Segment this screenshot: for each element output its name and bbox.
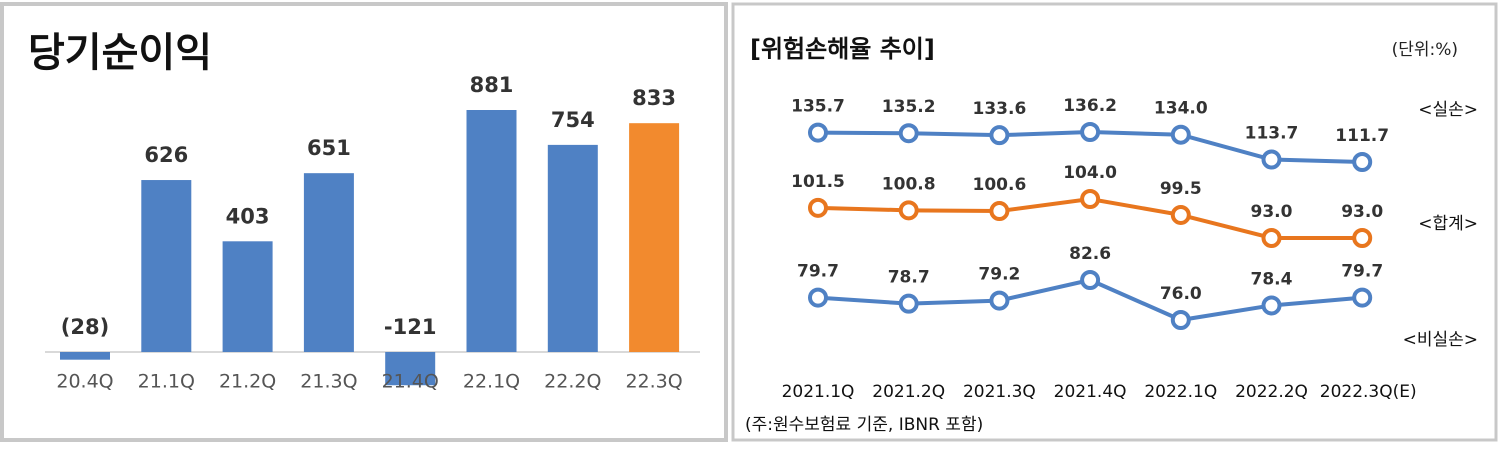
x-tick-label: 2021.1Q (782, 382, 855, 402)
value-label: 78.7 (888, 268, 930, 288)
value-label: 93.0 (1341, 202, 1383, 222)
point (1352, 152, 1373, 172)
line-title: [위험손해율 추이] (750, 35, 935, 63)
value-label: 135.2 (882, 97, 936, 117)
footnote: (주:원수보험료 기준, IBNR 포함) (745, 415, 983, 435)
point (898, 123, 919, 144)
bar (466, 110, 517, 352)
bar (303, 173, 354, 352)
value-label: 136.2 (1063, 96, 1117, 116)
value-label: 76.0 (1160, 284, 1202, 304)
value-label: 403 (226, 204, 270, 228)
point (1170, 124, 1191, 145)
point (989, 201, 1010, 222)
bar (222, 241, 273, 352)
value-label: 78.4 (1251, 269, 1293, 289)
legend-label: <합계> (1418, 214, 1478, 234)
value-label: 754 (551, 108, 595, 132)
point (808, 122, 828, 143)
right-panel (731, 2, 1498, 442)
point (1261, 149, 1282, 170)
point (989, 125, 1010, 146)
point (898, 293, 919, 314)
x-tick-label: 21.3Q (300, 371, 357, 393)
value-label: 79.7 (1341, 262, 1383, 282)
bar (141, 180, 192, 352)
x-tick-label: 20.4Q (56, 371, 113, 393)
x-tick-label: 2021.3Q (963, 382, 1036, 402)
point (1080, 122, 1101, 142)
point (1261, 295, 1282, 316)
value-label: 99.5 (1160, 179, 1202, 199)
point (1170, 310, 1191, 330)
left-panel (0, 2, 728, 442)
value-label: 651 (307, 136, 351, 160)
point (1352, 287, 1373, 308)
bar (60, 352, 110, 360)
value-label: 626 (144, 143, 188, 167)
value-label: 135.7 (791, 97, 845, 117)
value-label: 133.6 (973, 99, 1027, 119)
value-label: 104.0 (1063, 163, 1117, 183)
value-label: 881 (470, 73, 514, 97)
value-label: 101.5 (791, 172, 845, 192)
point (808, 197, 828, 218)
value-label: 111.7 (1335, 126, 1389, 146)
x-tick-label: 22.3Q (625, 371, 682, 393)
x-tick-label: 2021.2Q (872, 382, 945, 402)
unit: (단위:%) (1392, 40, 1458, 60)
x-tick-label: 2021.4Q (1054, 382, 1127, 402)
point (1352, 228, 1373, 248)
bar-title: 당기순이익 (28, 30, 212, 76)
value-label: (28) (61, 315, 109, 339)
x-tick-label: 2022.3Q(E) (1320, 382, 1417, 402)
x-tick-label: 21.4Q (382, 371, 439, 393)
value-label: -121 (384, 315, 437, 339)
x-tick-label: 2022.1Q (1144, 382, 1217, 402)
x-tick-label: 22.1Q (463, 371, 520, 393)
point (1080, 270, 1101, 290)
point (1170, 204, 1191, 225)
point (808, 287, 828, 308)
legend-label: <실손> (1418, 100, 1478, 120)
legend-label: <비실손> (1403, 330, 1478, 350)
value-label: 79.7 (797, 262, 839, 282)
value-label: 79.2 (978, 265, 1020, 285)
value-label: 134.0 (1154, 99, 1208, 119)
bar (547, 144, 598, 352)
x-tick-label: 22.2Q (544, 371, 601, 393)
point (989, 290, 1010, 311)
value-label: 113.7 (1245, 124, 1299, 144)
bar (629, 123, 680, 352)
value-label: 93.0 (1251, 202, 1293, 222)
value-label: 82.6 (1069, 244, 1111, 264)
x-tick-label: 21.2Q (219, 371, 276, 393)
bar (385, 352, 436, 386)
value-label: 100.6 (973, 175, 1027, 195)
point (1080, 189, 1101, 209)
point (898, 200, 919, 221)
x-tick-label: 21.1Q (138, 371, 195, 393)
value-label: 833 (632, 86, 676, 110)
x-tick-label: 2022.2Q (1235, 382, 1308, 402)
point (1261, 228, 1282, 248)
value-label: 100.8 (882, 174, 936, 194)
